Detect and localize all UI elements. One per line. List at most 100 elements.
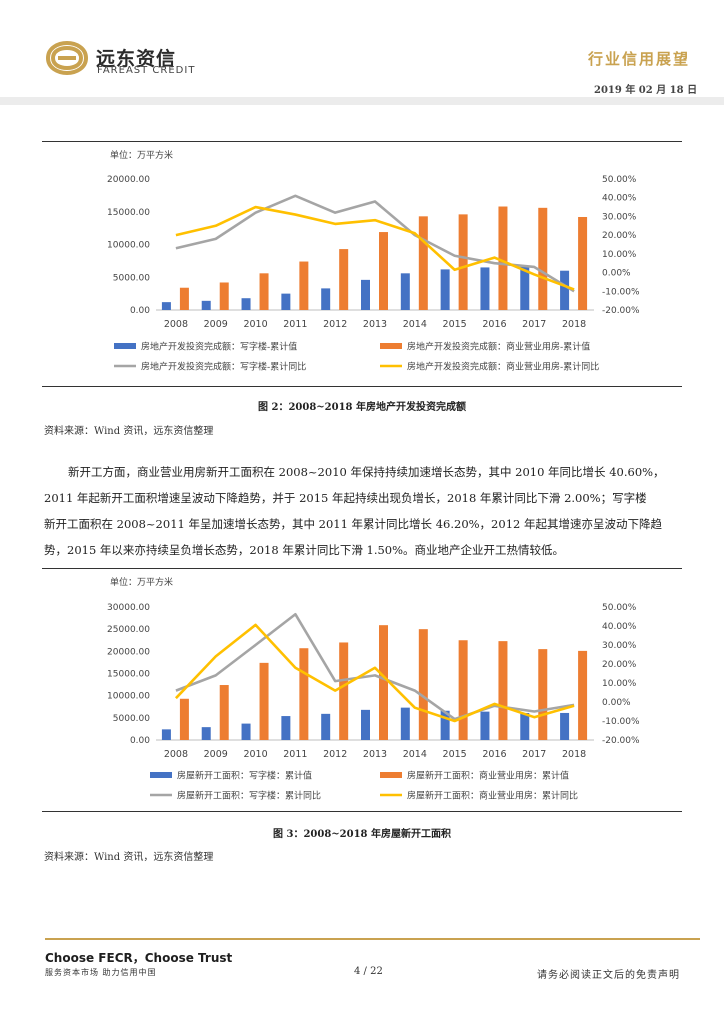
- bar-commercial: [259, 273, 269, 310]
- y-tick-label: 25000.00: [107, 625, 150, 635]
- bar-commercial: [299, 261, 309, 310]
- x-tick-label: 2010: [243, 319, 267, 330]
- x-tick-label: 2016: [482, 319, 506, 330]
- series-line-office: [175, 194, 575, 293]
- footer-page-number: 4 / 22: [354, 966, 383, 977]
- x-tick-label: 2013: [363, 319, 387, 330]
- bar-commercial: [299, 648, 309, 740]
- legend-label: 房屋新开工面积：商业营业用房：累计同比: [407, 790, 578, 802]
- bar-office: [560, 712, 570, 740]
- bar-office: [321, 713, 331, 740]
- bar-commercial: [418, 629, 428, 740]
- y-tick-label: 5000.00: [113, 714, 150, 724]
- chart-unit-label: 单位：万平方米: [110, 149, 173, 161]
- bar-commercial: [379, 625, 388, 740]
- bar-office: [161, 729, 171, 740]
- y2-tick-label: 40.00%: [602, 622, 637, 632]
- header-title: 行业信用展望: [588, 50, 691, 68]
- logo-text-en: FAREAST CREDIT: [97, 65, 196, 76]
- y-tick-label: 20000.00: [107, 647, 150, 657]
- series-line-commercial: [175, 205, 575, 291]
- bar-commercial: [379, 232, 388, 310]
- bar-commercial: [538, 207, 548, 310]
- y2-tick-label: 20.00%: [602, 231, 637, 241]
- legend-label: 房屋新开工面积：商业营业用房：累计值: [407, 770, 569, 782]
- y2-tick-label: 30.00%: [602, 641, 637, 651]
- y2-tick-label: 30.00%: [602, 212, 637, 222]
- legend-label: 房地产开发投资完成额：写字楼-累计同比: [141, 361, 306, 373]
- x-tick-label: 2017: [522, 749, 546, 760]
- bar-office: [520, 265, 530, 310]
- bar-office: [400, 707, 410, 740]
- legend-label: 房屋新开工面积：写字楼：累计同比: [177, 790, 321, 802]
- bar-office: [241, 723, 251, 740]
- chart-unit-label: 单位：万平方米: [110, 576, 173, 588]
- paragraph-line-3: 新开工面积在 2008~2011 年呈加速增长态势，其中 2011 年累计同比增…: [44, 517, 662, 531]
- x-tick-label: 2018: [562, 749, 586, 760]
- legend-label: 房地产开发投资完成额：商业营业用房-累计同比: [407, 361, 599, 373]
- figure2-bottom-rule: [42, 386, 682, 387]
- footer-disclaimer: 请务必阅读正文后的免责声明: [537, 970, 680, 981]
- paragraph-line-1: 新开工方面，商业营业用房新开工面积在 2008~2010 年保持持续加速增长态势…: [68, 465, 665, 479]
- legend-swatch: [380, 343, 402, 349]
- y2-tick-label: -20.00%: [602, 306, 640, 316]
- figure3-top-rule: [42, 568, 682, 569]
- bar-office: [361, 279, 370, 310]
- y-tick-label: 10000.00: [107, 241, 150, 251]
- footer-slogan: Choose FECR，Choose Trust: [45, 951, 233, 965]
- bar-commercial: [498, 206, 508, 310]
- y-tick-label: 15000.00: [107, 670, 150, 680]
- bar-commercial: [458, 640, 468, 740]
- y-tick-label: 0.00: [130, 736, 150, 746]
- y2-tick-label: 40.00%: [602, 194, 637, 204]
- y2-tick-label: 20.00%: [602, 660, 637, 670]
- y-tick-label: 10000.00: [107, 692, 150, 702]
- x-tick-label: 2008: [164, 319, 188, 330]
- fareast-credit-logo-icon: [46, 40, 88, 76]
- bar-commercial: [339, 249, 349, 310]
- bar-office: [520, 712, 530, 740]
- x-tick-label: 2017: [522, 319, 546, 330]
- x-tick-label: 2009: [204, 319, 228, 330]
- legend-label: 房地产开发投资完成额：写字楼-累计值: [141, 341, 297, 353]
- bar-office: [201, 300, 211, 310]
- legend-label: 房屋新开工面积：写字楼：累计值: [177, 770, 312, 782]
- series-line-commercial: [174, 623, 575, 723]
- y-tick-label: 5000.00: [113, 273, 150, 283]
- figure2-source: 资料来源：Wind 资讯，远东资信整理: [44, 426, 214, 437]
- bar-office: [480, 267, 490, 310]
- x-tick-label: 2009: [204, 749, 228, 760]
- x-tick-label: 2015: [443, 319, 467, 330]
- bar-commercial: [458, 214, 468, 310]
- paragraph-line-4: 势，2015 年以来亦持续呈负增长态势，2018 年累计同比下滑 1.50%。商…: [44, 543, 565, 557]
- x-tick-label: 2018: [562, 319, 586, 330]
- bar-office: [480, 711, 490, 740]
- x-tick-label: 2011: [283, 749, 307, 760]
- legend-label: 房地产开发投资完成额：商业营业用房-累计值: [407, 341, 590, 353]
- figure3-bottom-rule: [42, 811, 682, 812]
- header-date: 2019 年 02 月 18 日: [594, 85, 698, 96]
- bar-office: [560, 270, 570, 310]
- legend-swatch: [150, 772, 172, 778]
- legend-swatch: [114, 343, 136, 349]
- y2-tick-label: -10.00%: [602, 717, 640, 727]
- paragraph-line-2: 2011 年起新开工面积增速呈波动下降趋势，并于 2015 年起持续出现负增长，…: [44, 491, 647, 505]
- bar-commercial: [219, 282, 229, 310]
- x-tick-label: 2011: [283, 319, 307, 330]
- y2-tick-label: 10.00%: [602, 679, 637, 689]
- footer-slogan-sub: 服务资本市场 助力信用中国: [45, 968, 157, 977]
- bar-commercial: [179, 698, 189, 740]
- bar-commercial: [578, 216, 588, 310]
- figure3-source: 资料来源：Wind 资讯，远东资信整理: [44, 852, 214, 863]
- bar-commercial: [339, 642, 349, 740]
- header-band: [0, 97, 724, 105]
- bar-office: [281, 716, 291, 740]
- x-tick-label: 2014: [403, 749, 427, 760]
- logo-text-cn: 远东资信: [96, 48, 177, 70]
- bar-office: [161, 302, 171, 310]
- bar-office: [440, 269, 450, 310]
- figure2-chart: 单位：万平方米 0.00 5000.00 10000.00 15000.00 20000.…: [107, 149, 640, 373]
- y2-tick-label: -10.00%: [602, 287, 640, 297]
- x-tick-label: 2014: [403, 319, 427, 330]
- bar-commercial: [418, 216, 428, 310]
